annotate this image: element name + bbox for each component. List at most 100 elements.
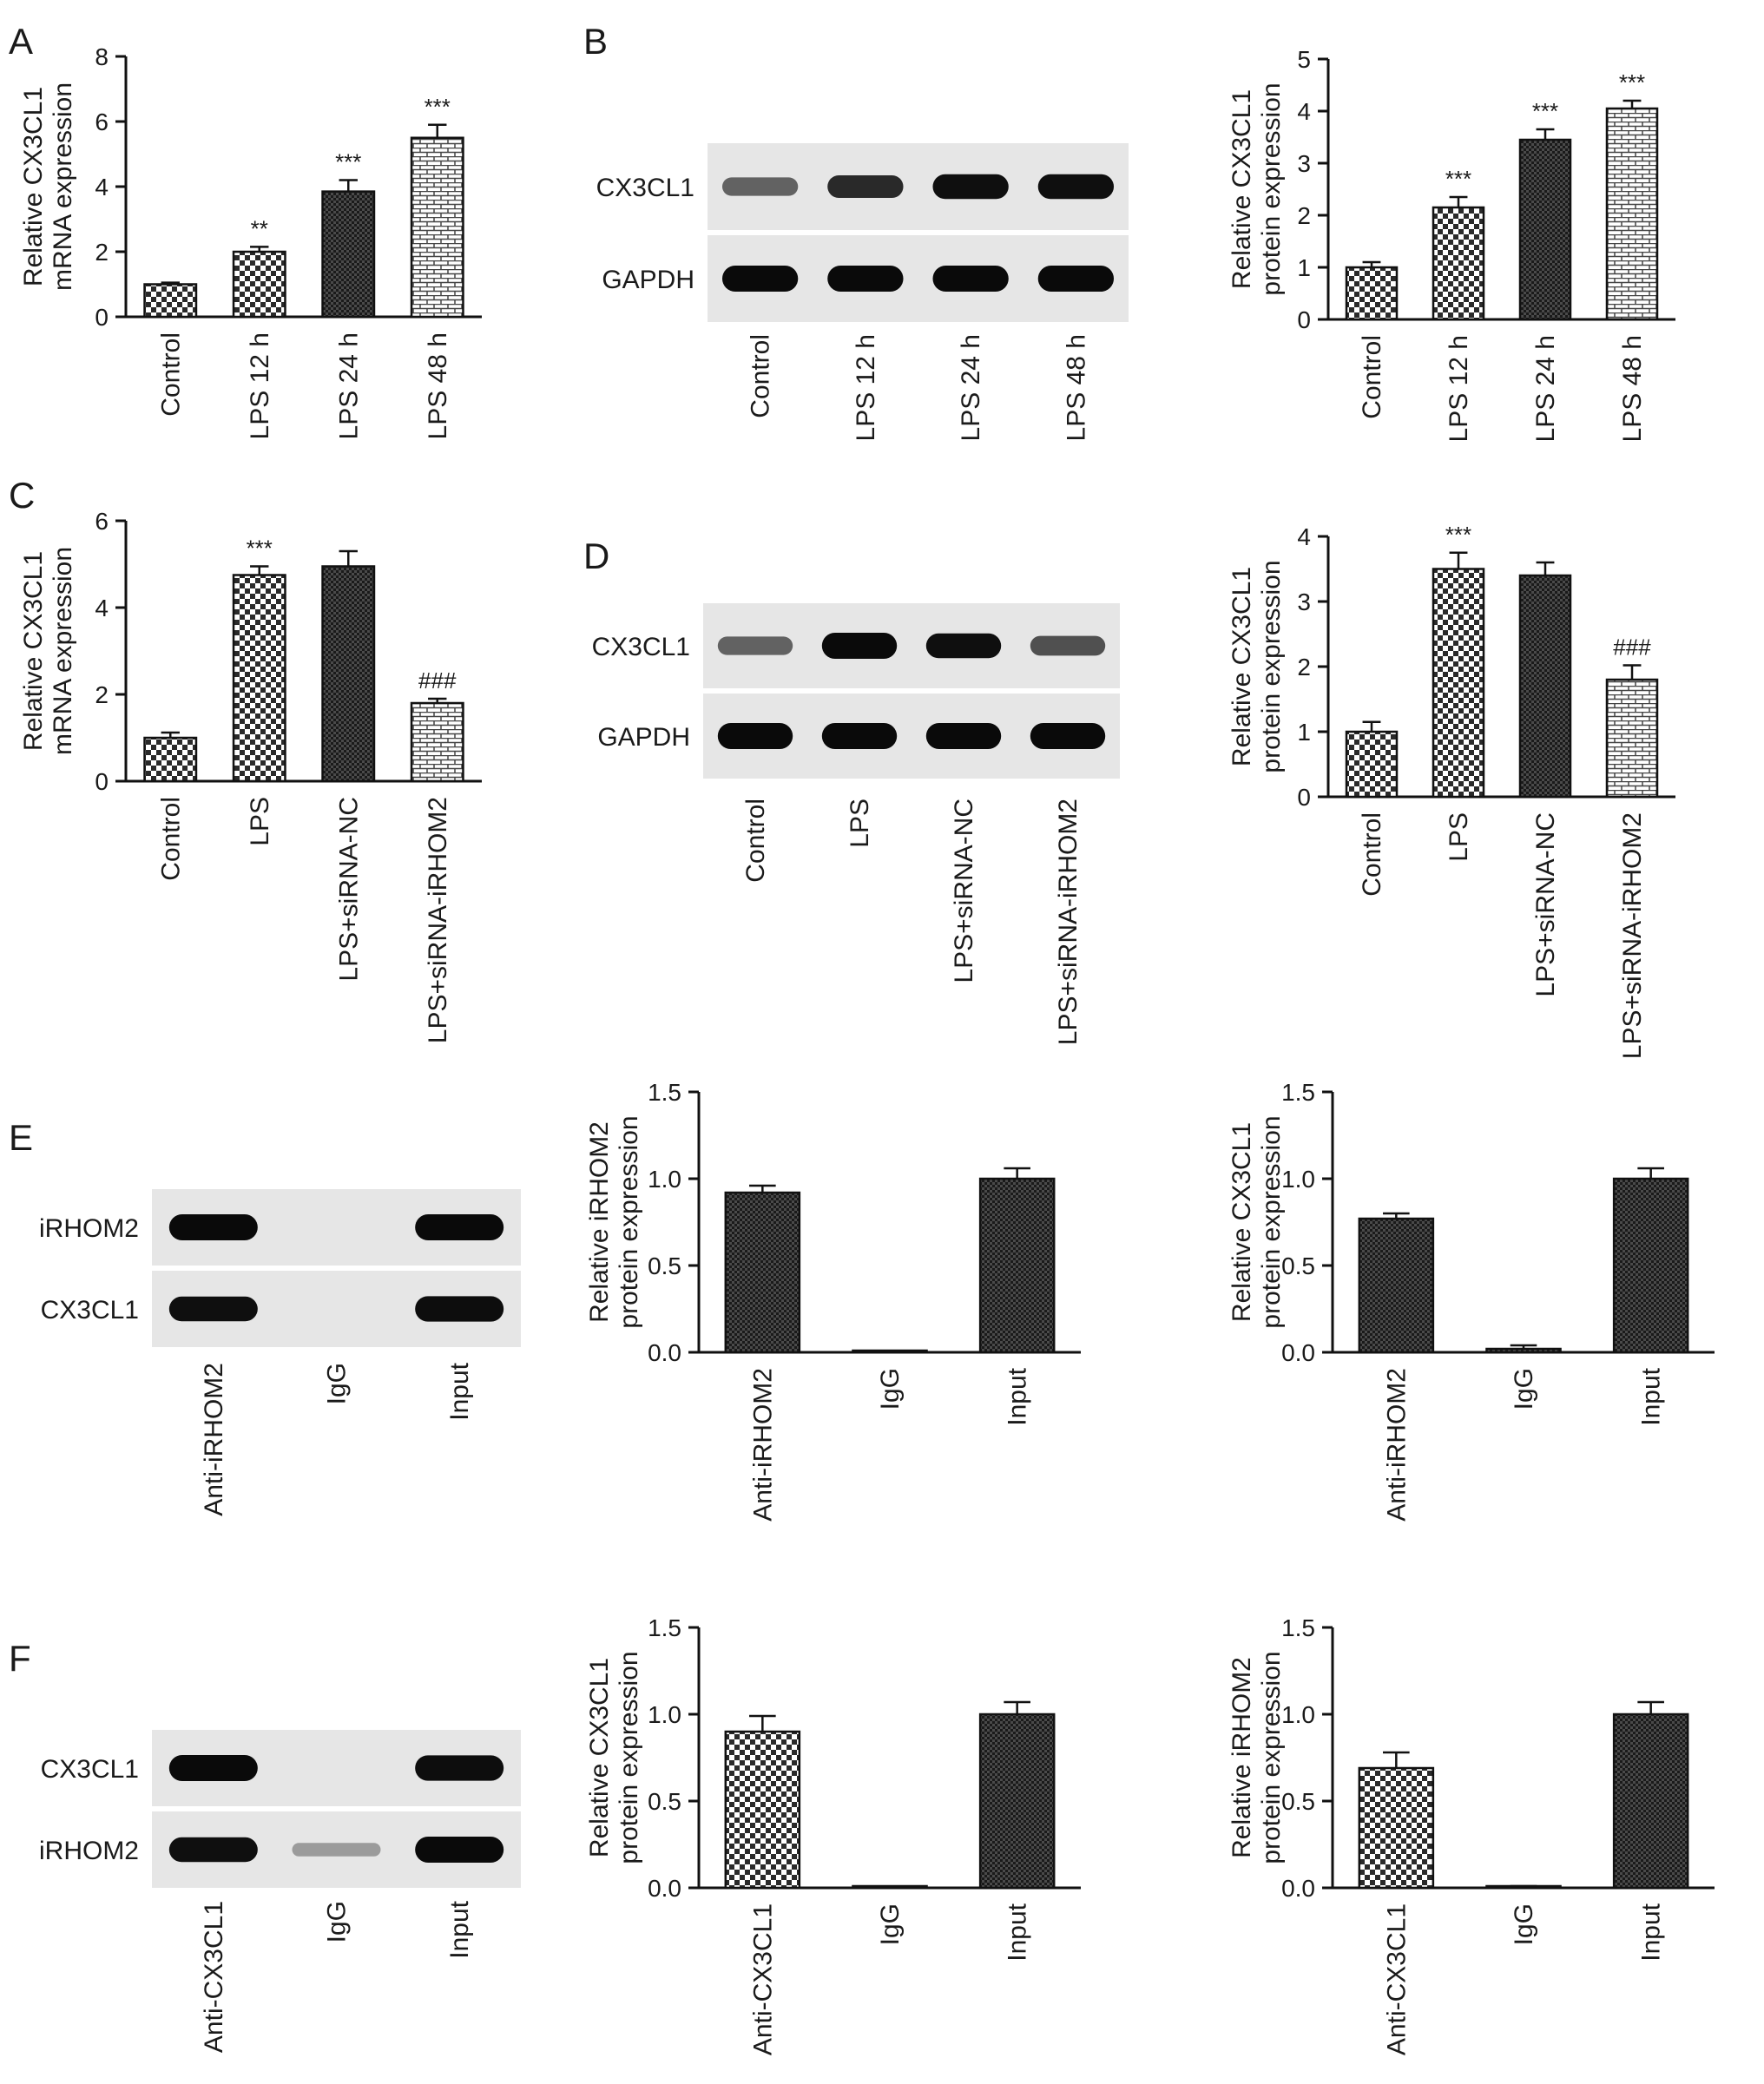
bar: [724, 1730, 801, 1890]
y-tick-label: 2: [95, 681, 109, 708]
bar: [232, 574, 286, 783]
category-label: Control: [156, 797, 185, 881]
blot-band: [415, 1296, 504, 1322]
blot-row-label: CX3CL1: [596, 174, 694, 202]
category-label: Anti-CX3CL1: [748, 1903, 777, 2055]
blot-band: [821, 723, 898, 749]
y-tick-label: 5: [1297, 46, 1311, 73]
category-label: Control: [1358, 812, 1386, 897]
bar: [724, 1191, 801, 1354]
blot-band: [925, 633, 1002, 659]
blot-band: [168, 1837, 258, 1863]
category-label: Control: [1358, 335, 1386, 419]
bar: [143, 736, 198, 783]
bar: [1345, 730, 1399, 799]
blot-band: [932, 174, 1009, 200]
bar: [1358, 1766, 1435, 1890]
y-axis-label-line: mRNA expression: [49, 547, 77, 755]
y-axis-label-line: mRNA expression: [49, 82, 77, 291]
y-axis-label-line: Relative CX3CL1: [1228, 1122, 1256, 1322]
blot-lane-label: LPS 48 h: [1062, 334, 1090, 441]
y-axis-label: Relative CX3CL1protein expression: [1228, 82, 1286, 295]
y-tick-label: 4: [95, 595, 109, 621]
category-label: LPS 12 h: [246, 332, 274, 439]
y-axis-label-line: protein expression: [615, 1651, 643, 1864]
blot-blotb: CX3CL1 GAPDH Control LPS 12 h LPS 24 h LPS 48…: [596, 143, 1129, 441]
panel-letter-f: F: [9, 1638, 31, 1679]
y-axis-label-line: protein expression: [1257, 560, 1286, 772]
blot-band: [1030, 635, 1106, 656]
bar: [1605, 678, 1659, 799]
bar: [1605, 107, 1659, 321]
bar: [1432, 568, 1485, 799]
bar: [978, 1713, 1056, 1890]
blot-band: [415, 1755, 504, 1781]
blot-band: [1037, 174, 1115, 200]
bar: [232, 250, 286, 319]
y-tick-label: 2: [1297, 202, 1311, 229]
category-label: LPS 48 h: [424, 332, 452, 439]
blot-lane-label: Anti-iRHOM2: [200, 1363, 228, 1516]
category-label: LPS+siRNA-NC: [334, 797, 363, 982]
blot-band: [168, 1296, 258, 1322]
y-axis-label-line: Relative CX3CL1: [585, 1658, 614, 1857]
category-label: LPS 24 h: [1531, 335, 1560, 442]
y-tick-label: 0.5: [1281, 1788, 1315, 1815]
y-tick-label: 0: [95, 304, 109, 331]
y-tick-label: 0.0: [648, 1339, 681, 1366]
blot-blotf: CX3CL1 iRHOM2 Anti-CX3CL1 IgG Input: [39, 1730, 521, 2053]
blot-lane-label: LPS+siRNA-iRHOM2: [1054, 799, 1083, 1045]
significance-label: ***: [1445, 166, 1471, 192]
bar: [1358, 1217, 1435, 1354]
y-tick-label: 3: [1297, 150, 1311, 177]
y-axis-label-line: Relative CX3CL1: [19, 87, 48, 286]
y-tick-label: 0.0: [648, 1875, 681, 1902]
bar: [1518, 574, 1572, 799]
chart-f2: 0.0 0.5 1.0 1.5 Relative iRHOM2protein expre…: [1228, 1614, 1715, 2055]
category-label: Control: [156, 332, 185, 417]
blot-lane-label: Control: [747, 334, 775, 418]
y-tick-label: 2: [1297, 654, 1311, 680]
panel-letter-c: C: [9, 475, 35, 516]
panel-letter-b: B: [583, 21, 608, 62]
category-label: LPS+siRNA-NC: [1531, 812, 1560, 997]
bar: [978, 1177, 1056, 1354]
bar: [321, 565, 376, 783]
blot-band: [717, 723, 793, 749]
blot-lane-label: Input: [445, 1900, 474, 1958]
blot-band: [168, 1755, 258, 1781]
blot-row-label: CX3CL1: [592, 633, 690, 661]
category-label: Anti-iRHOM2: [748, 1368, 777, 1522]
y-tick-label: 1.5: [648, 1079, 681, 1106]
y-axis-label-line: Relative iRHOM2: [585, 1121, 614, 1323]
bar: [1432, 206, 1485, 321]
blot-lane-label: IgG: [323, 1363, 352, 1404]
y-axis-label-line: protein expression: [1257, 1115, 1286, 1328]
category-label: Anti-CX3CL1: [1382, 1903, 1411, 2055]
category-label: Input: [1004, 1903, 1032, 1961]
y-axis-label-line: Relative CX3CL1: [1228, 567, 1256, 766]
y-axis-label-line: protein expression: [615, 1115, 643, 1328]
y-tick-label: 0.0: [1281, 1339, 1315, 1366]
y-tick-label: 4: [95, 174, 109, 201]
category-label: LPS: [246, 797, 274, 846]
category-label: IgG: [876, 1368, 905, 1410]
y-tick-label: 0: [95, 768, 109, 795]
bar: [1612, 1177, 1689, 1354]
bar: [1485, 1347, 1562, 1354]
y-tick-label: 0.5: [648, 1252, 681, 1279]
blot-row-label: GAPDH: [597, 723, 690, 752]
blot-band: [821, 633, 898, 659]
y-axis-label-line: Relative iRHOM2: [1228, 1657, 1256, 1858]
blot-row-label: GAPDH: [602, 266, 694, 294]
blot-row-label: CX3CL1: [41, 1755, 139, 1784]
significance-label: ***: [1619, 69, 1645, 95]
y-axis-label: Relative CX3CL1mRNA expression: [19, 82, 77, 291]
blot-lane-label: Input: [445, 1362, 474, 1420]
panel-letter-e: E: [9, 1117, 33, 1158]
chart-d: 0 1 2 3 4 Relative CX3CL1protein expression Co…: [1228, 522, 1675, 1059]
y-tick-label: 1: [1297, 719, 1311, 746]
